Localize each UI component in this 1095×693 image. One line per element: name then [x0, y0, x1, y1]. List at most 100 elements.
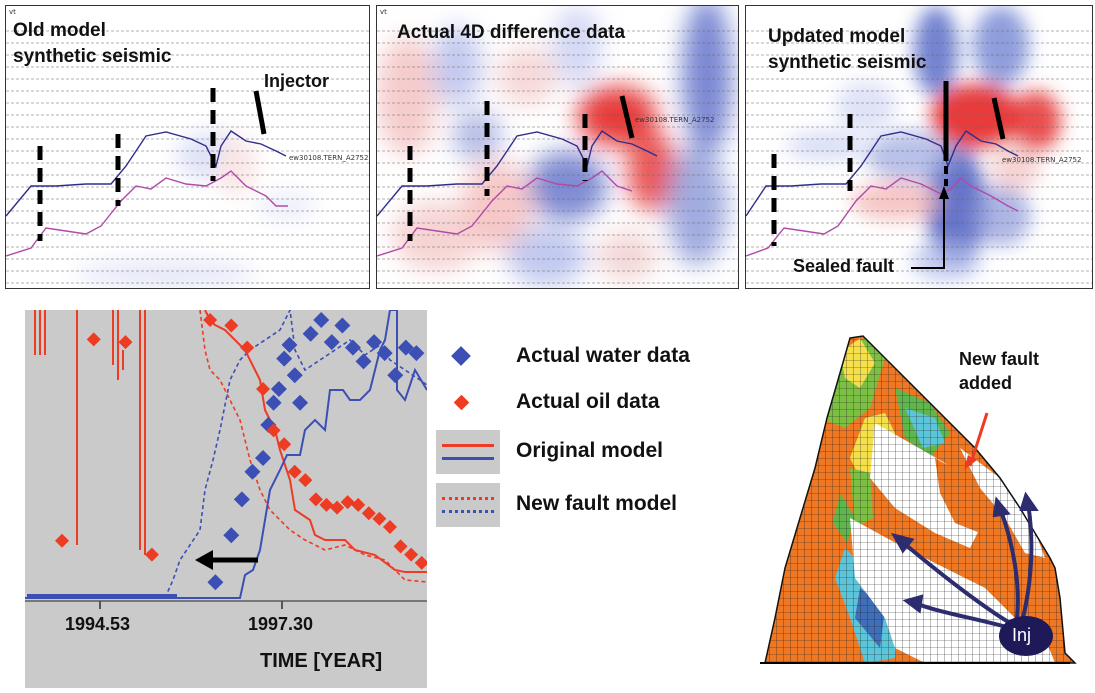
water-baseline-point — [67, 594, 72, 599]
water-baseline-point — [87, 594, 92, 599]
inj-label: Inj — [1012, 625, 1032, 645]
panel-title-line1: Old model — [13, 20, 106, 41]
water-data-point — [313, 312, 330, 328]
x-tick-mark-2 — [281, 601, 283, 609]
water-baseline-point — [82, 594, 87, 599]
water-baseline-point — [172, 594, 177, 599]
water-data-point — [292, 394, 309, 411]
seismic-panel-3-graphic — [746, 6, 1092, 284]
legend-label-water: Actual water data — [516, 344, 690, 367]
x-tick-mark-1 — [99, 601, 101, 609]
water-baseline-point — [112, 594, 117, 599]
injector-label: Injector — [264, 71, 330, 91]
legend-label-oil: Actual oil data — [516, 390, 660, 413]
water-data-point — [366, 334, 383, 351]
water-data-point — [397, 339, 414, 356]
legend-water-marker — [451, 346, 471, 366]
water-data-point — [355, 353, 372, 370]
legend-label-new-fault: New fault model — [516, 492, 678, 515]
water-baseline-point — [107, 594, 112, 599]
water-baseline-point — [92, 594, 97, 599]
oil-data-point — [361, 506, 376, 521]
water-baseline-point — [32, 594, 37, 599]
oil-data-point — [382, 520, 397, 534]
water-baseline-point — [57, 594, 62, 599]
oil-data-point — [340, 495, 355, 510]
water-data-point — [281, 336, 298, 353]
water-baseline-point — [122, 594, 127, 599]
new-fault-model-oil-line — [199, 310, 427, 583]
water-data-point — [265, 394, 282, 411]
oil-data-point — [240, 340, 255, 355]
legend-oil-marker — [453, 394, 470, 411]
oil-data-point — [393, 539, 408, 554]
water-baseline-point — [37, 594, 42, 599]
water-baseline-point — [132, 594, 137, 599]
water-baseline-point — [167, 594, 172, 599]
water-data-point — [286, 367, 303, 384]
production-chart-plot — [25, 310, 427, 599]
water-baseline-point — [47, 594, 52, 599]
water-baseline-point — [162, 594, 167, 599]
water-data-point — [376, 345, 393, 362]
water-data-point — [244, 463, 261, 480]
oil-data-point — [319, 497, 334, 512]
water-baseline-point — [157, 594, 162, 599]
water-data-point — [408, 345, 425, 362]
water-baseline-point — [27, 594, 32, 599]
water-data-point — [344, 339, 361, 356]
new-fault-model-water-line — [164, 310, 427, 599]
water-data-point — [255, 450, 272, 466]
production-chart: 1994.53 1997.30 TIME [YEAR] — [25, 310, 427, 688]
x-tick-label-2: 1997.30 — [248, 614, 314, 634]
oil-data-point — [351, 497, 366, 512]
chart-legend: Actual water data Actual oil data Origin… — [436, 335, 756, 535]
x-tick-label-1: 1994.53 — [65, 614, 131, 634]
new-fault-label-line2: added — [959, 373, 1013, 393]
x-axis-line — [25, 600, 427, 602]
oil-data-point — [287, 464, 302, 479]
water-baseline-point — [102, 594, 107, 599]
oil-data-point — [144, 547, 159, 562]
new-fault-label-line1: New fault — [959, 349, 1040, 369]
water-data-point — [233, 491, 250, 508]
original-model-water-line — [25, 310, 427, 599]
oil-data-point — [256, 382, 271, 396]
water-data-point — [334, 317, 351, 334]
x-axis-title: TIME [YEAR] — [260, 650, 383, 672]
shift-arrow-head — [195, 550, 213, 570]
panel-title-line2: synthetic seismic — [13, 46, 172, 67]
water-baseline-point — [62, 594, 67, 599]
reservoir-grid-map: New fault added Inj — [755, 318, 1095, 688]
legend-label-original: Original model — [516, 439, 664, 462]
water-baseline-point — [97, 594, 102, 599]
seismic-panel-1-graphic — [6, 30, 369, 288]
oil-data-point — [86, 332, 101, 347]
well-label: vt — [380, 8, 387, 16]
water-data-point — [302, 325, 319, 342]
reservoir-grid-graphic — [760, 335, 1077, 664]
trace-label: ew30108.TERN_A2752 — [289, 154, 369, 162]
seismic-panel-4d-difference: vt Actual 4D difference data ew30108.TER… — [376, 5, 739, 289]
actual-water-data-markers — [27, 312, 425, 599]
oil-data-point — [118, 335, 133, 350]
water-baseline-point — [142, 594, 147, 599]
oil-data-point — [404, 547, 419, 562]
oil-data-point — [224, 318, 239, 333]
oil-data-point — [414, 555, 427, 570]
oil-data-point — [298, 473, 313, 488]
water-data-point — [387, 367, 404, 384]
water-baseline-point — [137, 594, 142, 599]
water-baseline-point — [152, 594, 157, 599]
seismic-panel-updated-model: Updated model synthetic seismic Sealed f… — [745, 5, 1093, 289]
oil-data-point — [203, 313, 218, 327]
panel-title-line1: Updated model — [768, 26, 906, 47]
water-baseline-point — [52, 594, 57, 599]
legend-new-fault-swatch — [436, 483, 500, 527]
water-data-point — [270, 381, 287, 397]
sealed-fault-label: Sealed fault — [793, 256, 895, 276]
water-baseline-point — [77, 594, 82, 599]
original-model-oil-lines — [34, 310, 427, 573]
trace-label: ew30108.TERN_A2752 — [1002, 156, 1082, 164]
panel-title-line1: Actual 4D difference data — [397, 22, 626, 43]
